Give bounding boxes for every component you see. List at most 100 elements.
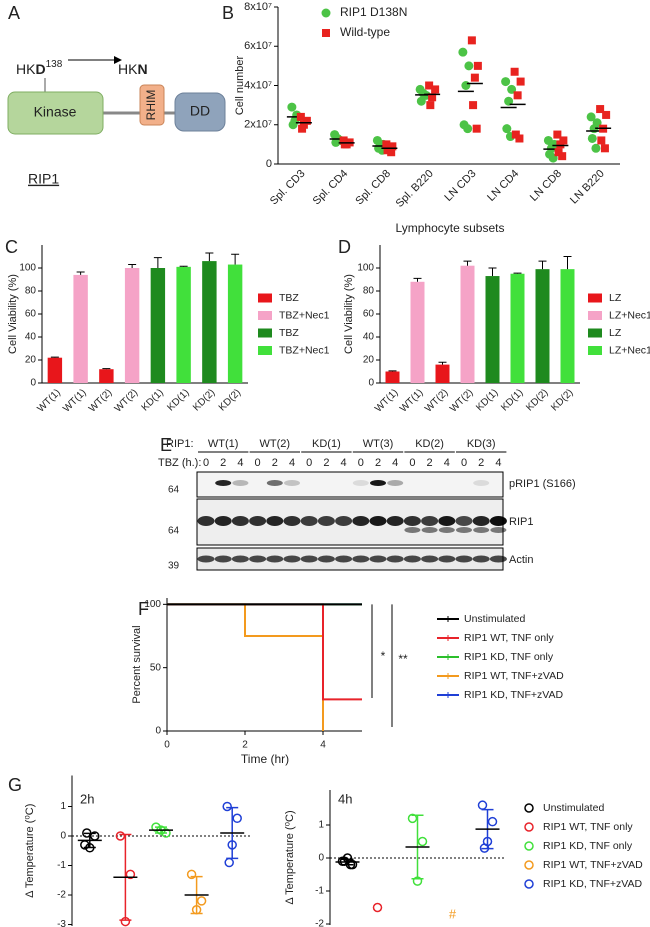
x-axis-label: Lymphocyte subsets: [396, 221, 505, 235]
band: [215, 480, 232, 486]
legend-label: LZ: [609, 292, 622, 304]
western-blot: E RIP1: TBZ (h.): pRIP1 (S166) RIP1 Acti…: [158, 435, 576, 572]
point: [296, 112, 305, 121]
x-tick-label: 2: [242, 740, 248, 751]
x-tick-label: WT(2): [423, 387, 450, 414]
kinase-domain: [7, 91, 104, 135]
legend-swatch: [588, 328, 602, 338]
band: [283, 516, 301, 526]
band: [438, 527, 455, 533]
point: [115, 831, 126, 841]
x-tick-label: WT(1): [398, 387, 425, 414]
point: [501, 77, 511, 87]
y-tick-label: 4x10⁷: [244, 79, 272, 91]
band: [404, 527, 421, 533]
mutation-to: HKN: [118, 61, 148, 77]
band: [249, 555, 267, 563]
band: [472, 555, 490, 563]
y-tick-label: 40: [363, 332, 375, 343]
band: [352, 480, 369, 486]
error-bar: [488, 267, 497, 277]
bar: [460, 265, 475, 383]
point: [298, 124, 307, 133]
bar: [73, 274, 88, 383]
bar: [124, 268, 140, 383]
x-tick-label: Spl. CD8: [353, 168, 393, 208]
y-tick-label: 0: [155, 726, 161, 737]
y-tick-label: 60: [363, 309, 375, 320]
bar: [510, 273, 525, 383]
position: 138: [46, 59, 63, 70]
point: [196, 896, 207, 906]
y-tick-label: 50: [150, 662, 162, 673]
error-bar: [563, 256, 572, 270]
y-axis-label: Percent survival: [131, 625, 143, 703]
error-bar: [463, 260, 472, 266]
y-tick-label: -3: [57, 919, 66, 927]
bar: [150, 268, 166, 383]
protein-name: RIP1: [28, 171, 59, 187]
x-tick-label: WT(1): [35, 387, 62, 414]
y-tick-label: 20: [363, 355, 375, 366]
band: [197, 555, 215, 563]
point: [516, 77, 525, 86]
y-tick-label: 20: [25, 355, 37, 366]
band-label: RIP1: [509, 516, 533, 528]
time-label: 4: [289, 457, 295, 469]
band: [472, 516, 490, 526]
band: [489, 516, 507, 526]
legend-label: Wild-type: [340, 25, 390, 39]
point: [426, 101, 435, 110]
time-label: 2: [220, 457, 226, 469]
error-bar: [76, 271, 85, 275]
point: [591, 143, 601, 153]
y-tick-label: -1: [315, 886, 324, 897]
mw-label: 39: [168, 561, 180, 572]
blot-box: [196, 471, 504, 498]
x-tick-label: LN B220: [568, 168, 607, 207]
chart-title: 4h: [338, 791, 352, 806]
time-label: 0: [358, 457, 364, 469]
legend-label: RIP1 D138N: [340, 5, 407, 19]
mutation-from: HKD138: [16, 59, 63, 77]
band: [317, 516, 335, 526]
band: [197, 516, 215, 526]
band: [370, 480, 386, 486]
point: [417, 836, 428, 847]
legend-label: TBZ+Nec1: [279, 309, 330, 321]
residue: D: [35, 61, 45, 77]
y-tick-label: 100: [19, 263, 36, 274]
legend-swatch: [258, 293, 272, 303]
x-tick-label: KD(1): [165, 387, 191, 413]
band: [249, 516, 267, 526]
error-bar: [128, 264, 137, 268]
bar: [535, 269, 550, 383]
time-label: 4: [392, 457, 398, 469]
point: [287, 102, 297, 112]
group-label: KD(2): [415, 438, 444, 450]
legend-label: RIP1 KD, TNF only: [543, 840, 633, 852]
legend-swatch: [588, 311, 602, 320]
point: [600, 144, 609, 153]
time-label: 2: [427, 457, 433, 469]
band: [473, 527, 490, 533]
point: [469, 101, 478, 110]
point: [558, 152, 567, 161]
legend-label: TBZ: [279, 327, 299, 339]
group-label: WT(3): [363, 438, 394, 450]
x-tick-label: WT(2): [87, 387, 114, 414]
time-label: 0: [409, 457, 415, 469]
x-tick-label: WT(2): [448, 387, 475, 414]
band: [283, 555, 301, 563]
mw-label: 64: [168, 526, 180, 537]
bar: [560, 269, 575, 383]
legend-swatch: [258, 346, 272, 355]
domain-diagram: A HKD138 HKN Kinase RHIM DD RIP1: [7, 3, 226, 187]
time-label: 0: [306, 457, 312, 469]
legend-marker: [322, 29, 330, 37]
group-label: WT(2): [260, 438, 291, 450]
y-tick-label: 40: [25, 332, 37, 343]
legend-marker: [524, 803, 534, 813]
legend-label: RIP1 WT, TNF+zVAD: [464, 670, 564, 682]
y-tick-label: 8x10⁷: [244, 1, 272, 13]
